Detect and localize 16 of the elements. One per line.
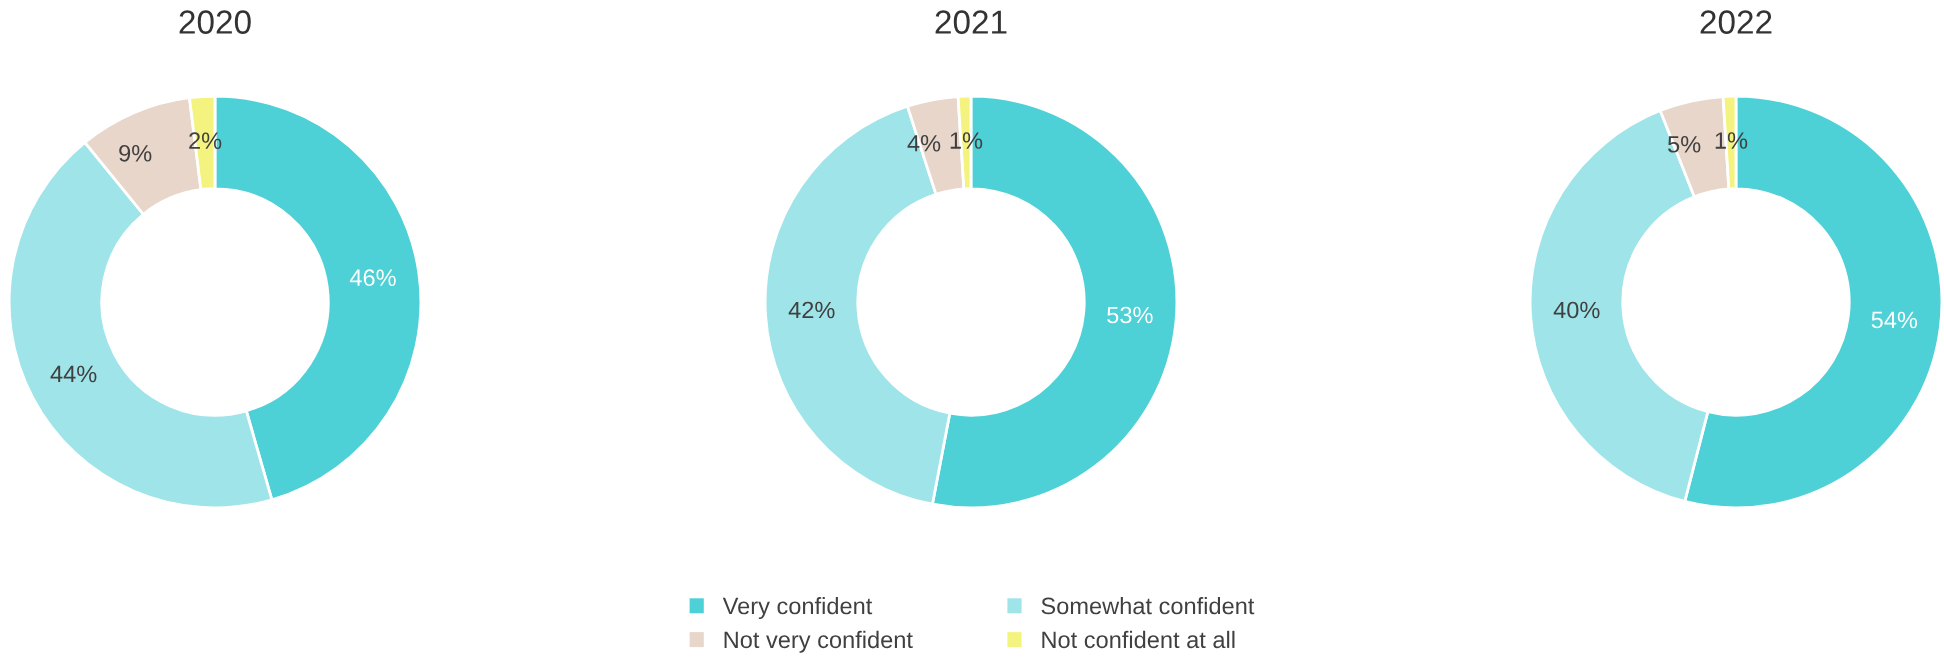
data-label: 44% — [50, 365, 97, 383]
legend-label: Somewhat confident — [1041, 597, 1255, 615]
data-label: 46% — [349, 269, 396, 287]
legend-label: Very confident — [722, 597, 873, 620]
legend-label: Not very confident — [724, 630, 913, 653]
legend-label: Not confident at all — [1042, 630, 1235, 649]
chart-title: 2021 — [935, 10, 1007, 34]
data-label: 40% — [1553, 301, 1600, 319]
data-label: 9% — [119, 144, 152, 162]
data-label: 53% — [1107, 306, 1153, 324]
chart-title: 2020 — [179, 10, 251, 34]
chart-title: 2022 — [1700, 10, 1772, 34]
data-label: 5% — [1668, 136, 1701, 153]
data-label: 42% — [788, 301, 835, 319]
data-label: 4% — [907, 134, 941, 152]
data-label: 54% — [1871, 311, 1918, 329]
